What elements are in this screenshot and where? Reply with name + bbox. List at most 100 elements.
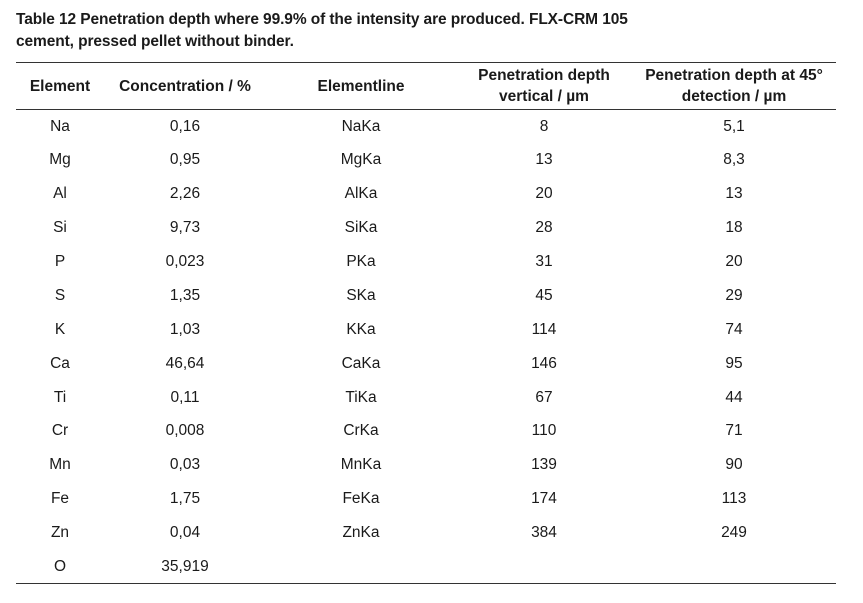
cell-depth-45: 249 [721,524,747,542]
cell-elementline: TiKa [345,388,377,406]
table-row: Si 9,73 SiKa 28 18 [16,211,836,245]
cell-element: Si [53,219,67,237]
caption-line-1: Table 12 Penetration depth where 99.9% o… [16,11,628,28]
cell-depth-45: 71 [725,422,743,440]
table-row: Fe 1,75 FeKa 174 113 [16,482,836,516]
cell-element: S [54,286,66,304]
table-row: Mg 0,95 MgKa 13 8,3 [16,143,836,177]
cell-elementline: KKa [346,320,376,338]
cell-depth-vertical: 8 [539,117,549,135]
cell-elementline: ZnKa [342,524,380,542]
table-row: Na 0,16 NaKa 8 5,1 [16,110,836,144]
header-element-label: Element [29,77,91,95]
cell-element: Ca [50,354,70,372]
header-elementline-label: Elementline [317,77,405,95]
cell-concentration: 0,16 [169,117,201,135]
cell-elementline: SiKa [344,219,378,237]
cell-concentration: 46,64 [165,354,205,372]
cell-elementline: PKa [346,253,376,270]
cell-concentration: 2,26 [169,185,201,203]
cell-depth-45: 74 [725,320,743,338]
cell-depth-45: 113 [721,490,747,508]
cell-depth-vertical: 139 [531,456,557,474]
cell-depth-45: 44 [725,388,743,406]
penetration-depth-table: Element Concentration / % Elementline Pe… [16,62,836,585]
cell-depth-vertical: 174 [531,490,557,508]
cell-concentration: 0,95 [169,151,201,169]
cell-elementline [266,550,456,585]
table-row: P 0,023 PKa 31 20 [16,245,836,279]
cell-depth-vertical: 384 [531,524,557,542]
cell-depth-45: 5,1 [723,117,745,135]
cell-depth-45: 90 [725,456,743,474]
header-depth-vertical: Penetration depth vertical / µm [456,62,632,110]
cell-elementline: AlKa [344,185,378,203]
table-row: Ca 46,64 CaKa 146 95 [16,347,836,381]
table-row: Ti 0,11 TiKa 67 44 [16,381,836,415]
cell-element: Mg [49,151,71,169]
header-depth-vertical-line-2: vertical / µm [499,88,589,105]
table-row: Zn 0,04 ZnKa 384 249 [16,516,836,550]
cell-concentration: 0,023 [165,253,205,270]
table-container: Element Concentration / % Elementline Pe… [16,62,836,585]
cell-depth-45: 29 [725,286,743,304]
header-depth-45: Penetration depth at 45° detection / µm [632,62,836,110]
header-concentration-label: Concentration / % [119,77,251,95]
cell-concentration: 1,35 [169,286,201,304]
cell-concentration: 0,04 [169,524,201,542]
cell-element: P [54,253,66,270]
cell-element: Mn [49,456,71,474]
header-depth-45-line-2: detection / µm [681,88,787,105]
cell-depth-45: 20 [725,253,743,270]
cell-depth-vertical: 67 [535,388,553,406]
cell-element: Al [53,185,67,203]
cell-elementline: SKa [346,286,376,304]
cell-depth-vertical: 31 [535,253,553,270]
table-row: Al 2,26 AlKa 20 13 [16,177,836,211]
table-header: Element Concentration / % Elementline Pe… [16,62,836,110]
cell-concentration: 0,008 [165,422,205,440]
cell-elementline: MgKa [340,151,382,169]
cell-element: O [16,550,104,585]
header-depth-45-line-1: Penetration depth at 45° [645,67,823,84]
table-body: Na 0,16 NaKa 8 5,1 Mg 0,95 MgKa 13 8,3 Al 2,26 AlKa 2… [16,110,836,585]
cell-elementline: CrKa [343,422,379,440]
cell-depth-vertical: 114 [531,320,557,338]
cell-element: Zn [50,524,70,542]
cell-element: Ti [53,388,67,406]
header-concentration: Concentration / % [104,62,266,110]
cell-elementline: CaKa [341,354,381,372]
cell-element: Fe [50,490,70,508]
cell-element: Cr [51,422,69,440]
cell-depth-45 [632,550,836,585]
cell-concentration: 35,919 [104,550,266,585]
cell-depth-vertical: 28 [535,219,553,237]
table-row: S 1,35 SKa 45 29 [16,279,836,313]
cell-elementline: MnKa [340,456,382,474]
table-row: Mn 0,03 MnKa 139 90 [16,448,836,482]
caption-line-2: cement, pressed pellet without binder. [16,33,294,50]
cell-elementline: FeKa [342,490,380,508]
header-row: Element Concentration / % Elementline Pe… [16,62,836,110]
cell-concentration: 1,75 [169,490,201,508]
table-row: K 1,03 KKa 114 74 [16,313,836,347]
cell-concentration: 1,03 [169,320,201,338]
cell-depth-vertical [456,550,632,585]
cell-depth-45: 18 [725,219,743,237]
table-row: O 35,919 [16,550,836,585]
cell-depth-vertical: 110 [531,422,557,440]
cell-concentration: 0,03 [169,456,201,474]
cell-element: Na [50,117,70,135]
table-row: Cr 0,008 CrKa 110 71 [16,415,836,449]
cell-depth-45: 8,3 [723,151,745,169]
header-depth-vertical-line-1: Penetration depth [478,67,610,84]
cell-depth-vertical: 146 [531,354,557,372]
cell-depth-vertical: 45 [535,286,553,304]
header-elementline: Elementline [266,62,456,110]
table-caption: Table 12 Penetration depth where 99.9% o… [16,9,716,53]
cell-depth-45: 95 [725,354,743,372]
cell-depth-vertical: 20 [535,185,553,203]
cell-depth-45: 13 [725,185,743,203]
cell-elementline: NaKa [341,117,381,135]
header-element: Element [16,62,104,110]
